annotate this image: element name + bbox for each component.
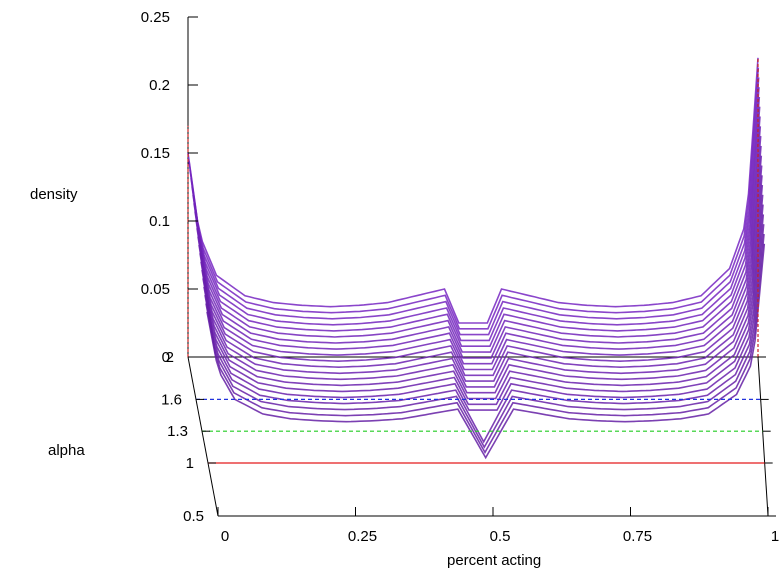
reference-lines <box>196 398 765 464</box>
z-tick-label: 0.2 <box>149 77 170 94</box>
surface-profile <box>198 165 763 388</box>
surface-profile <box>196 145 762 377</box>
z-axis-title: density <box>30 186 78 203</box>
surface-profile <box>204 224 765 449</box>
y-axis-title: alpha <box>48 442 85 459</box>
axis-line <box>757 356 769 517</box>
y-tick-label: 1 <box>186 455 194 472</box>
surface-profile <box>194 126 762 365</box>
peak-markers <box>187 57 759 357</box>
axis-line <box>187 356 219 517</box>
x-tick-label: 0.5 <box>490 528 511 545</box>
surface-profile <box>201 194 764 406</box>
z-tick-label: 0.15 <box>141 145 170 162</box>
surface-profile <box>200 184 764 400</box>
surface <box>187 57 766 460</box>
surface-profile <box>188 67 760 330</box>
y-tick-label: 1.6 <box>161 391 182 408</box>
surface-profile <box>202 204 764 411</box>
x-tick-label: 0 <box>221 528 229 545</box>
surface-profile <box>193 116 761 359</box>
z-tick-label: 0.05 <box>141 281 170 298</box>
x-tick-label: 0.75 <box>623 528 652 545</box>
surface-profile <box>206 243 766 460</box>
z-tick-label: 0.25 <box>141 9 170 26</box>
tick-labels: 0 0.05 0.1 0.15 0.2 0.25 0 0.25 0.5 0.75 1 0.5 1 1.3 1… <box>141 9 779 545</box>
x-tick-label: 1 <box>771 528 779 545</box>
surface-profile <box>190 87 760 342</box>
surface-profile <box>203 214 765 444</box>
surface-profile <box>199 175 763 394</box>
surface-profile <box>195 136 762 371</box>
surface-profile <box>192 106 761 353</box>
y-tick-label: 1.3 <box>167 423 188 440</box>
surface-profile <box>187 57 759 324</box>
x-axis-title: percent acting <box>447 552 541 569</box>
surface-profile <box>191 96 761 347</box>
surface-profile <box>205 233 765 455</box>
surface-profile <box>197 155 763 382</box>
x-tick-label: 0.25 <box>348 528 377 545</box>
z-tick-label: 0 <box>162 349 170 366</box>
z-tick-label: 0.1 <box>149 213 170 230</box>
surface-profile <box>189 77 760 336</box>
y-tick-label: 2 <box>166 349 174 366</box>
y-tick-label: 0.5 <box>183 508 204 525</box>
